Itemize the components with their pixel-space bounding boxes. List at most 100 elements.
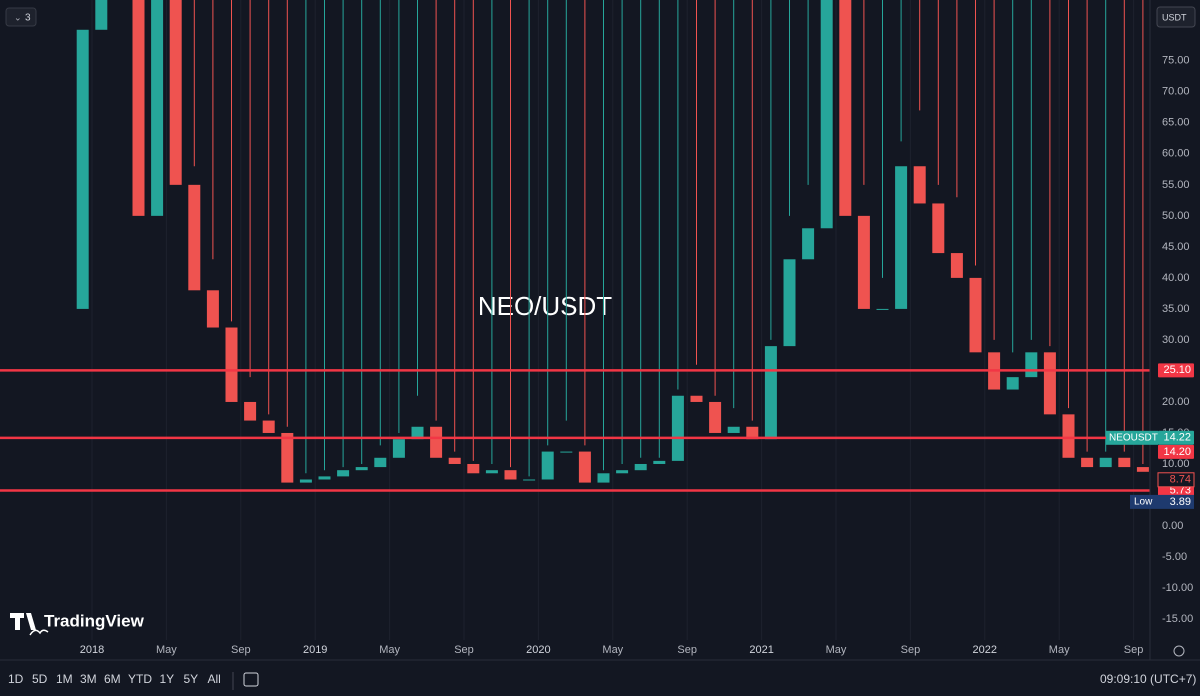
settings-icon[interactable] bbox=[1173, 645, 1185, 657]
candle-body bbox=[448, 457, 461, 464]
y-tick-label: 60.00 bbox=[1162, 148, 1190, 160]
x-tick-label: May bbox=[379, 644, 400, 656]
level-label: 14.20 bbox=[1163, 446, 1191, 458]
range-button[interactable]: 5D bbox=[32, 672, 48, 686]
y-tick-label: 10.00 bbox=[1162, 458, 1190, 470]
candle-body bbox=[262, 420, 275, 433]
x-tick-label: May bbox=[1049, 644, 1070, 656]
y-tick-label: 35.00 bbox=[1162, 303, 1190, 315]
candle-body bbox=[504, 470, 517, 480]
candle-body bbox=[485, 470, 498, 474]
level-label: 5.73 bbox=[1170, 484, 1191, 496]
x-tick-label: 2019 bbox=[303, 644, 327, 656]
x-tick-label: Sep bbox=[901, 644, 921, 656]
candle-body bbox=[151, 0, 164, 216]
candle-body bbox=[802, 228, 815, 260]
x-tick-label: May bbox=[602, 644, 623, 656]
range-button[interactable]: 1M bbox=[56, 672, 73, 686]
candle-body bbox=[225, 327, 238, 402]
candle-body bbox=[132, 0, 145, 216]
range-button[interactable]: 1Y bbox=[160, 672, 175, 686]
brand-logo: TradingView bbox=[10, 611, 145, 636]
y-tick-label: 40.00 bbox=[1162, 272, 1190, 284]
clock: 09:09:10 (UTC+7) bbox=[1100, 672, 1196, 686]
candle-body bbox=[355, 467, 368, 471]
y-tick-label: 75.00 bbox=[1162, 55, 1190, 67]
candle-body bbox=[523, 479, 536, 481]
candle-body bbox=[169, 0, 182, 185]
y-tick-label: -10.00 bbox=[1162, 582, 1193, 594]
y-tick-label: 70.00 bbox=[1162, 86, 1190, 98]
candle-body bbox=[1006, 377, 1019, 390]
brand-text: TradingView bbox=[44, 611, 145, 630]
candle-body bbox=[783, 259, 796, 347]
x-tick-label: 2018 bbox=[80, 644, 104, 656]
candle-body bbox=[876, 308, 889, 310]
chevron: ⌄ bbox=[14, 12, 22, 22]
price-labels: 25.10 14.20 5.73 14.22 NEOUSDT 8.74 Low 3.89 bbox=[1106, 363, 1195, 509]
y-tick-label: 20.00 bbox=[1162, 396, 1190, 408]
interval-badge[interactable] bbox=[5, 7, 37, 27]
candle-body bbox=[839, 0, 852, 216]
range-button[interactable]: 3M bbox=[80, 672, 97, 686]
x-tick-label: 2022 bbox=[973, 644, 997, 656]
candle-body bbox=[746, 426, 759, 440]
symbol-label: NEOUSDT bbox=[1109, 432, 1158, 443]
candle-body bbox=[653, 460, 666, 464]
candle-body bbox=[634, 463, 647, 471]
candle-body bbox=[671, 395, 684, 461]
candle-body bbox=[318, 476, 331, 480]
candle-body bbox=[1099, 457, 1112, 468]
x-tick-label: Sep bbox=[1124, 644, 1144, 656]
x-tick-label: 2020 bbox=[526, 644, 550, 656]
candle-body bbox=[95, 0, 108, 30]
interval-badge-text: 3 bbox=[25, 13, 31, 24]
watermark: NEO/USDT bbox=[478, 291, 612, 321]
candle-body bbox=[1025, 352, 1038, 378]
candle-body bbox=[1043, 352, 1056, 415]
candle-body bbox=[597, 473, 610, 483]
currency-text: USDT bbox=[1162, 12, 1187, 22]
currency-select[interactable] bbox=[1156, 6, 1196, 28]
candle-body bbox=[206, 290, 219, 328]
candle-body bbox=[932, 203, 945, 254]
candle-body bbox=[969, 277, 982, 353]
date-range-icon[interactable] bbox=[243, 672, 259, 687]
candle-body bbox=[1062, 414, 1075, 458]
range-button[interactable]: All bbox=[208, 672, 221, 686]
level-label-bg bbox=[1158, 363, 1194, 378]
candle-body bbox=[560, 451, 573, 453]
candle-body bbox=[411, 426, 424, 440]
x-tick-label: Sep bbox=[454, 644, 474, 656]
candle-body bbox=[76, 29, 89, 309]
candle-body bbox=[727, 426, 740, 433]
x-tick-label: Sep bbox=[231, 644, 251, 656]
candle-body bbox=[281, 432, 294, 483]
range-button[interactable]: 1D bbox=[8, 672, 24, 686]
y-tick-label: 30.00 bbox=[1162, 334, 1190, 346]
current-price-bg bbox=[1157, 472, 1195, 488]
range-button[interactable]: 6M bbox=[104, 672, 121, 686]
y-tick-label: -15.00 bbox=[1162, 613, 1193, 625]
range-button[interactable]: YTD bbox=[128, 672, 152, 686]
candle-body bbox=[616, 470, 629, 474]
candle-body bbox=[950, 253, 963, 278]
candle-body bbox=[392, 439, 405, 458]
candle-body bbox=[913, 166, 926, 204]
current-price: 8.74 bbox=[1170, 474, 1191, 486]
low-label-bg bbox=[1130, 494, 1194, 509]
candle-body bbox=[374, 457, 387, 468]
candle-body bbox=[188, 184, 201, 291]
symbol-label-bg bbox=[1106, 430, 1158, 445]
low-label-text: Low bbox=[1134, 497, 1153, 508]
candle-body bbox=[1081, 457, 1094, 468]
bottom-toolbar: 1D 5D 1M 3M 6M YTD 1Y 5Y All bbox=[8, 672, 221, 686]
range-button[interactable]: 5Y bbox=[184, 672, 199, 686]
candle-body bbox=[337, 470, 350, 477]
x-tick-label: May bbox=[156, 644, 177, 656]
x-tick-label: May bbox=[826, 644, 847, 656]
candle-body bbox=[467, 463, 480, 474]
candle-body bbox=[244, 401, 257, 421]
y-tick-label: 50.00 bbox=[1162, 210, 1190, 222]
